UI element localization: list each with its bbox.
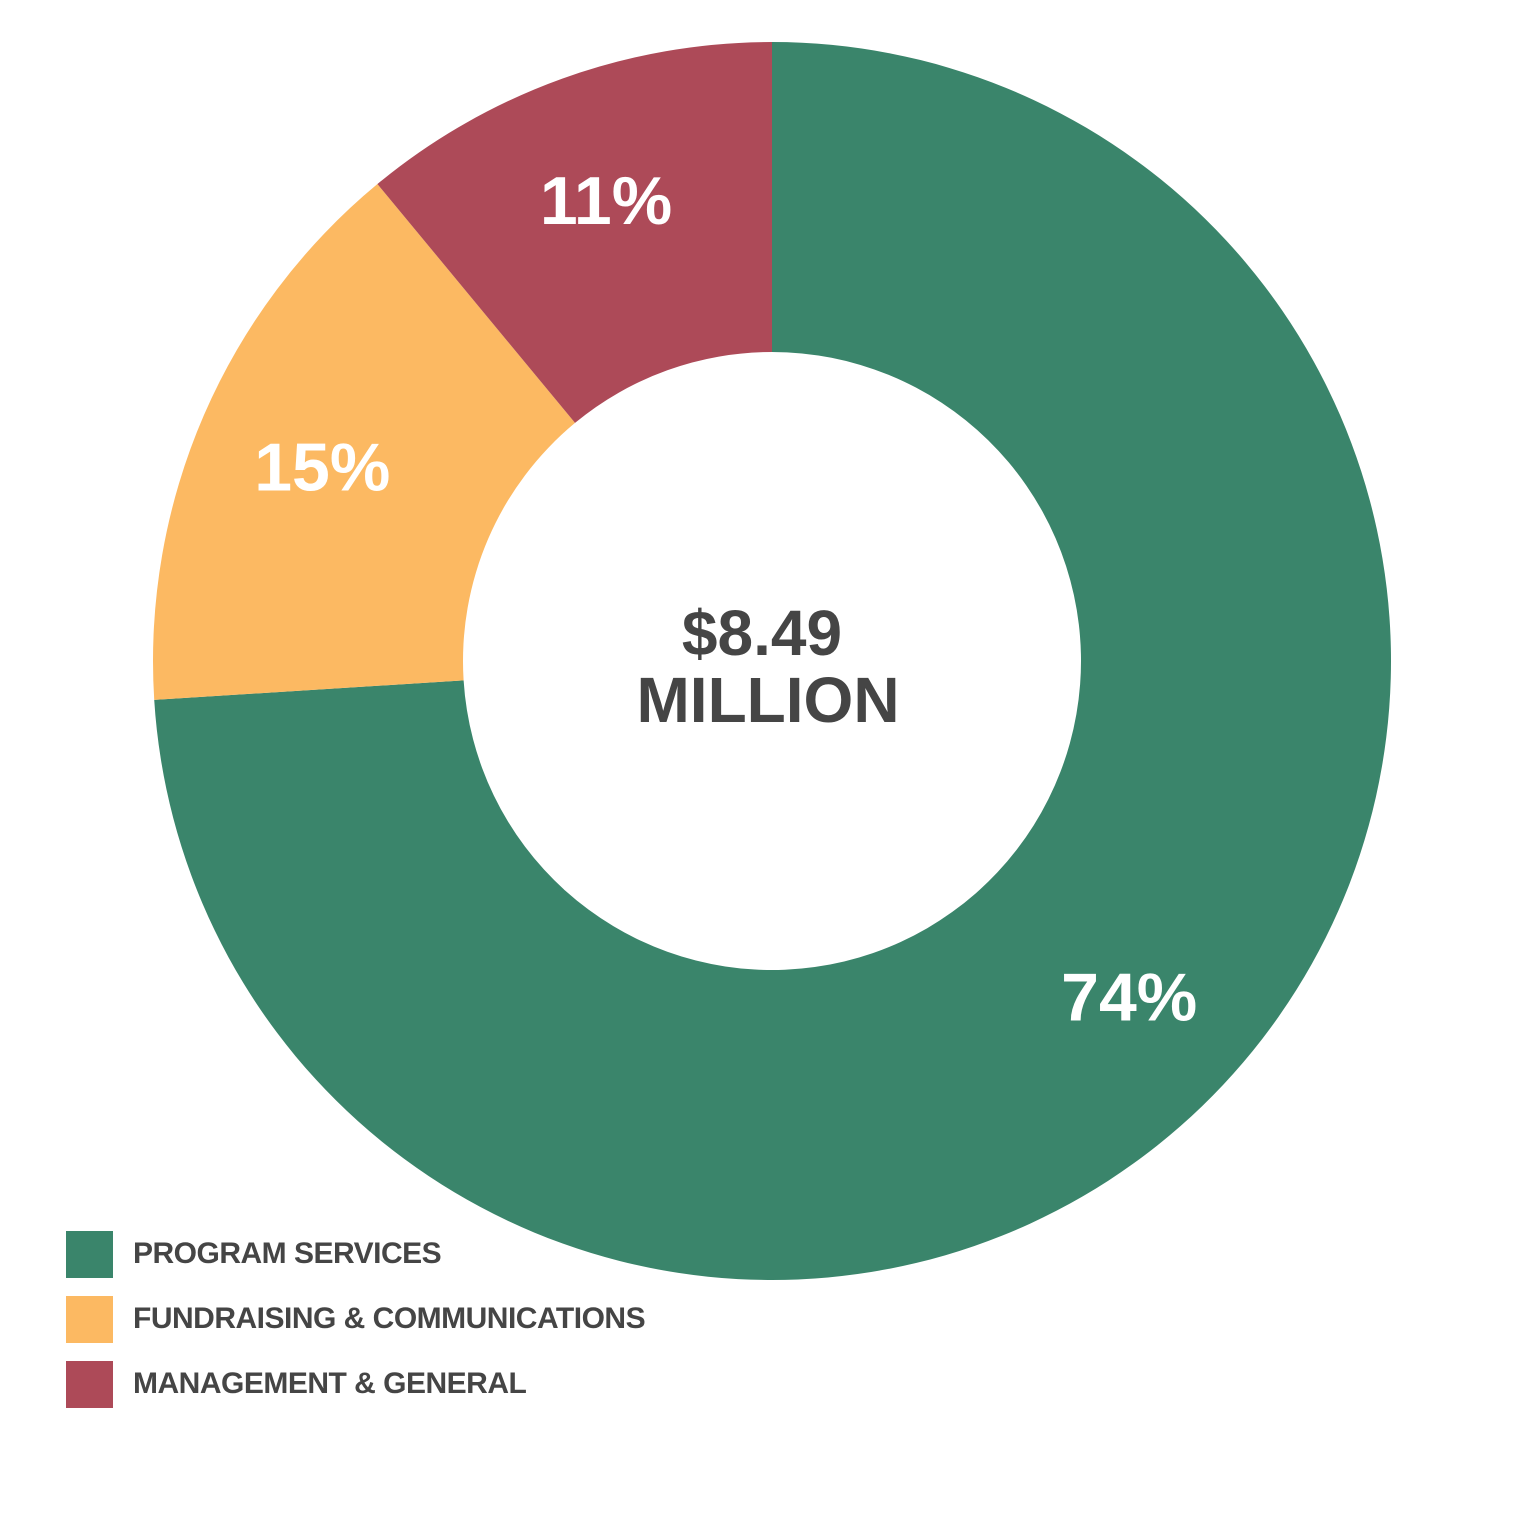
- slice-label-management-general: 11%: [540, 163, 672, 239]
- legend-swatch: [66, 1360, 113, 1408]
- slice-label-fundraising-communications: 15%: [254, 429, 390, 505]
- slice-management-general: [377, 42, 772, 423]
- slice-label-program-services: 74%: [1061, 959, 1197, 1035]
- legend-label: MANAGEMENT & GENERAL: [133, 1367, 527, 1400]
- center-total-unit: MILLION: [636, 664, 899, 736]
- center-total-amount: $8.49: [682, 597, 842, 669]
- legend-item-fundraising-communications: FUNDRAISING & COMMUNICATIONS: [66, 1295, 646, 1343]
- slice-program-services: [154, 42, 1392, 1280]
- legend-label: FUNDRAISING & COMMUNICATIONS: [133, 1302, 646, 1335]
- legend-swatch: [66, 1295, 113, 1343]
- slice-labels: 74% 15% 11%: [254, 163, 1197, 1035]
- legend-label: PROGRAM SERVICES: [133, 1237, 442, 1270]
- slice-fundraising-communications: [152, 184, 576, 700]
- legend-item-program-services: PROGRAM SERVICES: [66, 1230, 645, 1278]
- legend-swatch: [66, 1230, 113, 1278]
- donut-slices: [152, 42, 1392, 1280]
- legend-item-management-general: MANAGEMENT & GENERAL: [66, 1360, 645, 1408]
- legend: PROGRAM SERVICES FUNDRAISING & COMMUNICA…: [66, 1230, 646, 1425]
